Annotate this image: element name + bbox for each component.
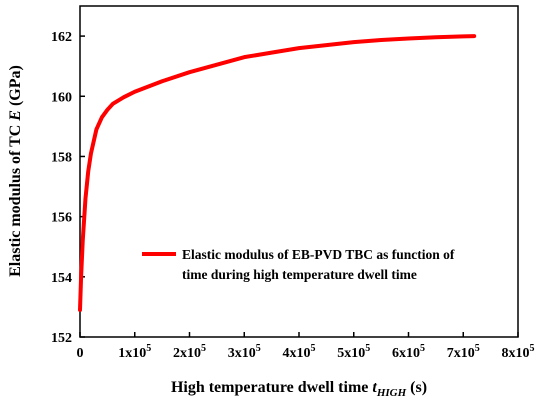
y-tick-label: 156 [51, 211, 72, 226]
legend-line-1: Elastic modulus of EB-PVD TBC as functio… [182, 247, 455, 262]
x-tick-label: 1x105 [118, 343, 151, 361]
y-axis-ticks: 152 154 156 158 160 162 [51, 30, 85, 346]
y-axis-label: Elastic modulus of TC E (GPa) [7, 65, 24, 277]
x-axis-label: High temperature dwell time tHIGH (s) [171, 379, 427, 399]
x-tick-label: 6x105 [392, 343, 425, 361]
x-tick-label: 3x105 [228, 343, 261, 361]
x-tick-label: 2x105 [173, 343, 206, 361]
y-tick-label: 154 [51, 271, 72, 286]
series-line [78, 34, 477, 312]
y-tick-label: 160 [51, 90, 72, 105]
x-axis-ticks: 0 1x105 2x105 3x105 4x105 5x105 6x105 7x105 8x10… [77, 332, 535, 361]
series-layer [78, 34, 477, 312]
plot-area: 0 1x105 2x105 3x105 4x105 5x105 6x105 7x105 8x10… [51, 5, 535, 361]
plot-frame [79, 5, 519, 338]
legend: Elastic modulus of EB-PVD TBC as functio… [142, 247, 455, 282]
x-tick-label: 8x105 [502, 343, 535, 361]
x-tick-label: 0 [77, 346, 84, 361]
x-tick-label: 4x105 [283, 343, 316, 361]
y-tick-label: 162 [51, 30, 72, 45]
x-tick-label: 7x105 [447, 343, 480, 361]
y-tick-label: 152 [51, 331, 72, 346]
x-tick-label: 5x105 [337, 343, 370, 361]
y-tick-label: 158 [51, 150, 72, 165]
legend-line-2: time during high temperature dwell time [182, 267, 417, 282]
